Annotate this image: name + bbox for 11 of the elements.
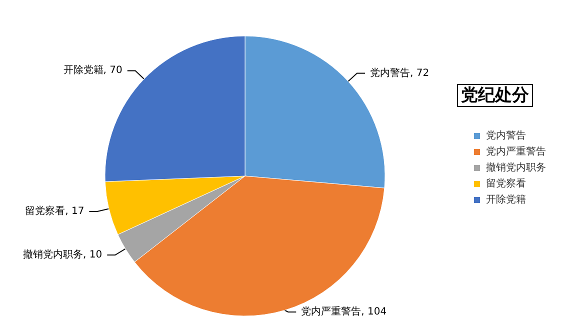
legend-label: 留党察看 (486, 178, 526, 190)
legend-label: 开除党籍 (486, 194, 526, 206)
data-label: 撤销党内职务, 10 (23, 248, 102, 261)
legend-label: 撤销党内职务 (486, 162, 546, 174)
data-label: 党内警告, 72 (370, 66, 430, 79)
legend-label: 党内警告 (486, 130, 526, 142)
legend-label: 党内严重警告 (486, 146, 546, 158)
text: 党纪处分 (460, 86, 530, 106)
data-label: 留党察看, 17 (25, 205, 84, 218)
data-label: 开除党籍, 70 (63, 64, 122, 76)
data-label: 党内严重警告, 104 (301, 306, 387, 318)
